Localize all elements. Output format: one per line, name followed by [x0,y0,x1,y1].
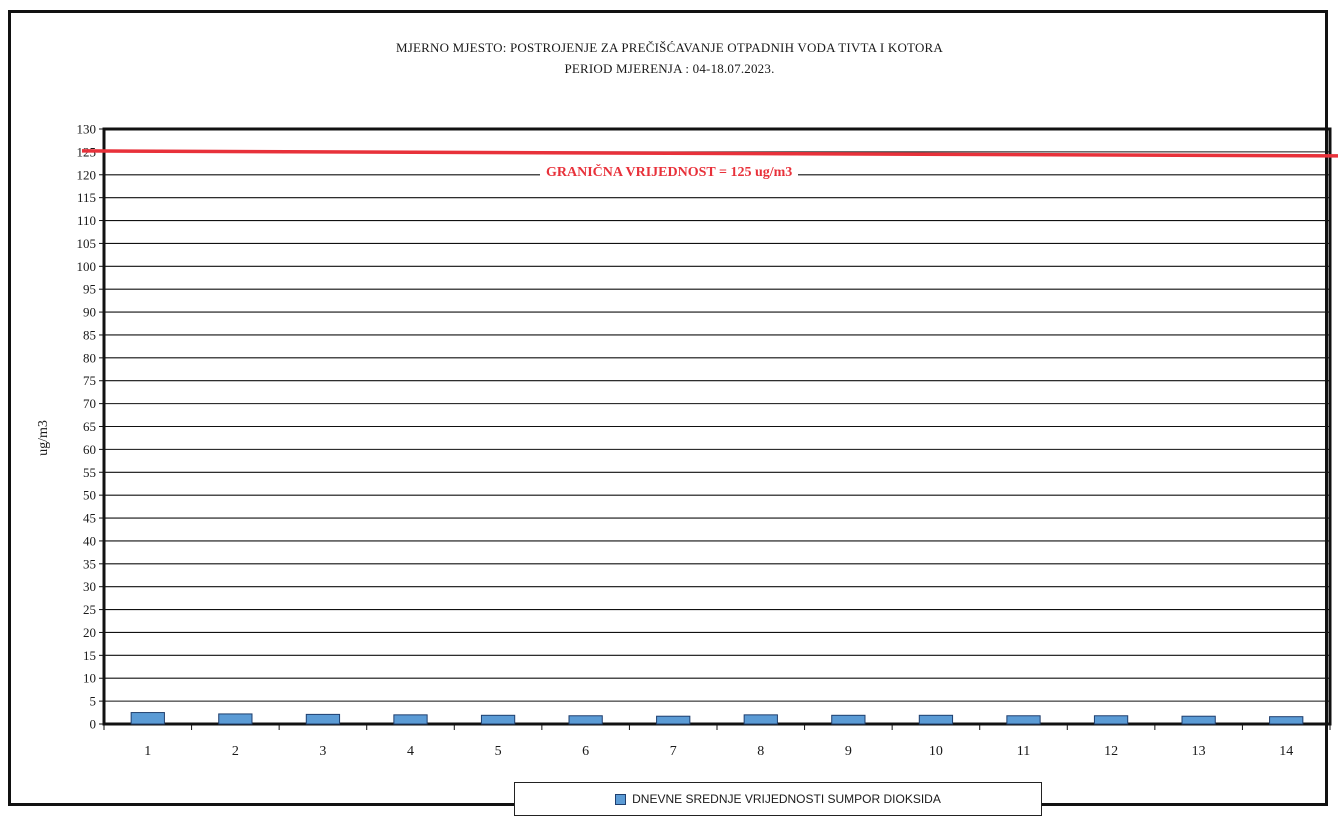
y-tick-label: 110 [77,213,96,228]
x-tick-label: 7 [670,744,677,759]
y-tick-label: 60 [83,442,96,457]
y-tick-label: 120 [77,167,97,182]
y-tick-label: 85 [83,327,96,342]
bar [1269,716,1304,725]
y-tick-label: 105 [77,236,97,251]
y-tick-label: 25 [83,602,96,617]
bar [305,713,341,725]
y-tick-label: 95 [83,282,96,297]
x-tick-label: 4 [407,744,414,759]
x-tick-label: 2 [232,744,239,759]
chart-subtitle: PERIOD MJERENJA : 04-18.07.2023. [564,61,775,76]
x-tick-label: 9 [845,744,852,759]
x-tick-label: 14 [1279,744,1293,759]
bar [393,714,428,725]
limit-line [81,149,1339,158]
y-tick-label: 10 [83,671,96,686]
x-tick-label: 6 [582,744,589,759]
y-tick-label: 90 [83,305,96,320]
x-tick-label: 12 [1104,744,1118,759]
x-tick-label: 8 [757,744,764,759]
bar [1093,715,1129,725]
x-tick-label: 10 [929,744,943,759]
y-tick-label: 45 [83,511,96,526]
y-tick-label: 100 [77,259,97,274]
y-tick-label: 30 [83,579,96,594]
x-tick-label: 11 [1017,744,1030,759]
bar [480,714,516,725]
y-tick-label: 130 [77,122,97,137]
legend-label: DNEVNE SREDNJE VRIJEDNOSTI SUMPOR DIOKSI… [632,792,941,806]
x-tick-label: 3 [319,744,326,759]
x-tick-label: 5 [495,744,502,759]
y-tick-label: 50 [83,488,96,503]
y-tick-label: 70 [83,396,96,411]
chart-frame [8,10,1328,806]
bar [130,712,165,725]
y-tick-label: 40 [83,533,96,548]
bar [1181,715,1216,725]
y-tick-label: 115 [77,190,96,205]
bar [568,715,603,725]
y-tick-label: 80 [83,350,96,365]
legend: DNEVNE SREDNJE VRIJEDNOSTI SUMPOR DIOKSI… [514,782,1042,816]
y-tick-label: 65 [83,419,96,434]
x-tick-label: 13 [1192,744,1206,759]
y-tick-label: 20 [83,625,96,640]
limit-line-label: GRANIČNA VRIJEDNOST = 125 ug/m3 [540,164,799,181]
bar [1006,715,1041,725]
x-tick-label: 1 [144,744,151,759]
bar [656,715,691,725]
bar [831,714,866,725]
legend-swatch [615,793,627,805]
y-tick-label: 15 [83,648,96,663]
y-tick-label: 75 [83,373,96,388]
bar [218,713,253,725]
bar [918,714,954,725]
y-tick-label: 35 [83,556,96,571]
bar [743,714,778,725]
y-tick-label: 55 [83,465,96,480]
y-tick-label: 0 [90,717,97,732]
y-tick-label: 5 [90,694,97,709]
chart-title: MJERNO MJESTO: POSTROJENJE ZA PREČIŠĆAVA… [395,40,944,55]
